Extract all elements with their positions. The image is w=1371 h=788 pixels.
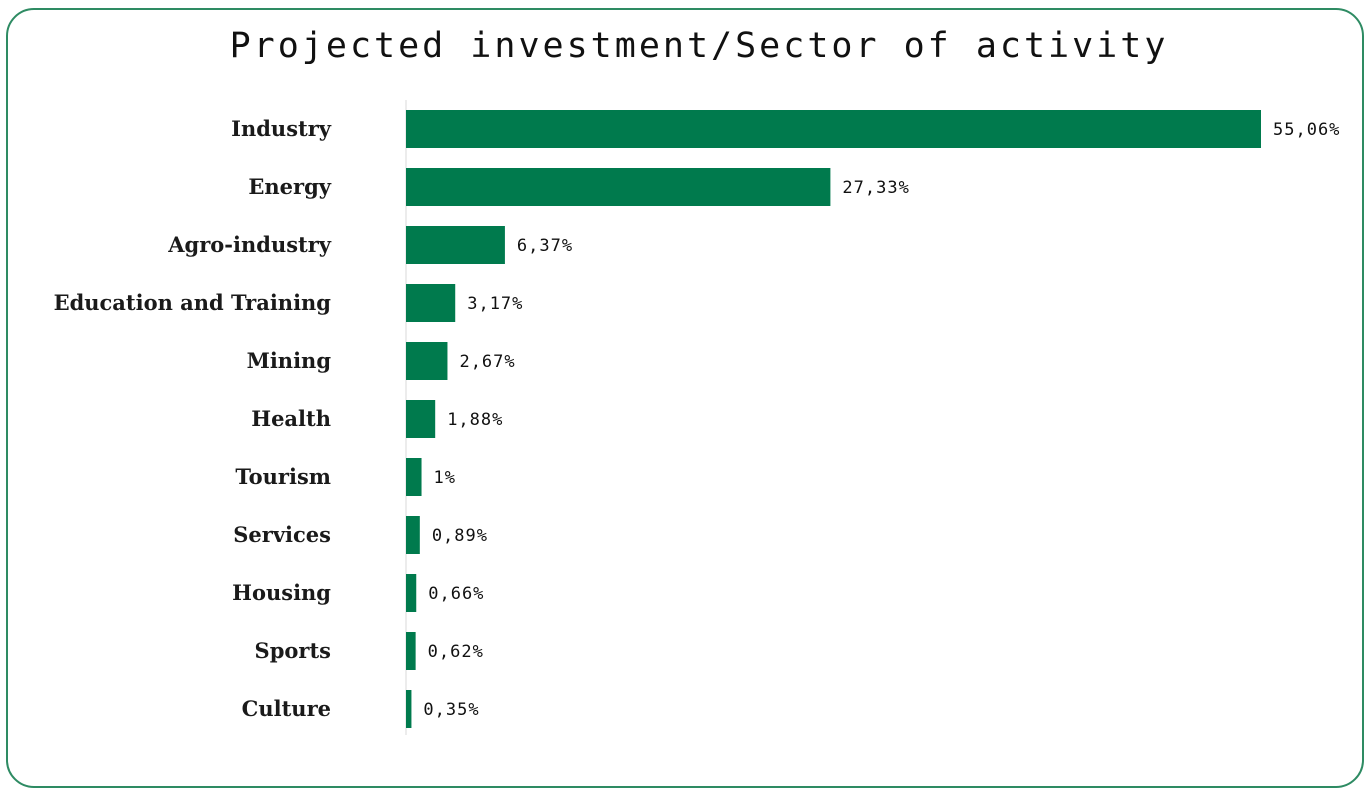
category-label: Health bbox=[251, 406, 331, 431]
data-label: 6,37% bbox=[517, 236, 573, 256]
bar-chart: Industry Energy Agro-industry Education and… bbox=[54, 100, 1340, 735]
category-label: Education and Training bbox=[54, 290, 332, 315]
data-label: 27,33% bbox=[842, 178, 909, 198]
bar-education-and-training bbox=[406, 284, 456, 322]
bar-industry bbox=[406, 110, 1261, 148]
category-label: Mining bbox=[247, 348, 332, 373]
bars bbox=[406, 110, 1261, 728]
data-label: 0,89% bbox=[432, 526, 488, 546]
category-label: Culture bbox=[242, 696, 331, 721]
data-label: 0,35% bbox=[423, 700, 479, 720]
category-label: Energy bbox=[248, 174, 331, 199]
category-label: Sports bbox=[255, 638, 331, 663]
data-label: 55,06% bbox=[1273, 120, 1340, 140]
data-label: 3,17% bbox=[467, 294, 523, 314]
data-label: 2,67% bbox=[459, 352, 515, 372]
category-label: Services bbox=[233, 522, 331, 547]
bar-services bbox=[406, 516, 420, 554]
category-label: Industry bbox=[231, 116, 332, 141]
category-label: Tourism bbox=[235, 464, 331, 489]
data-label: 1,88% bbox=[447, 410, 503, 430]
bar-culture bbox=[406, 690, 412, 728]
data-label: 0,66% bbox=[428, 584, 484, 604]
data-label: 0,62% bbox=[428, 642, 484, 662]
category-label: Housing bbox=[232, 580, 331, 605]
bar-housing bbox=[406, 574, 417, 612]
chart-title: Projected investment/Sector of activity bbox=[229, 26, 1169, 66]
bar-tourism bbox=[406, 458, 422, 496]
category-label: Agro-industry bbox=[167, 232, 332, 257]
bar-mining bbox=[406, 342, 448, 380]
category-labels: Industry Energy Agro-industry Education and… bbox=[54, 116, 332, 721]
bar-sports bbox=[406, 632, 416, 670]
data-labels: 55,06% 27,33% 6,37% 3,17% 2,67% 1,88% 1% 0,89% 0… bbox=[423, 120, 1340, 720]
bar-energy bbox=[406, 168, 831, 206]
bar-agro-industry bbox=[406, 226, 505, 264]
data-label: 1% bbox=[434, 468, 456, 488]
bar-health bbox=[406, 400, 436, 438]
